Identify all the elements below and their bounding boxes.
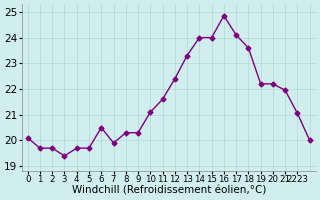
X-axis label: Windchill (Refroidissement éolien,°C): Windchill (Refroidissement éolien,°C)	[72, 186, 266, 196]
